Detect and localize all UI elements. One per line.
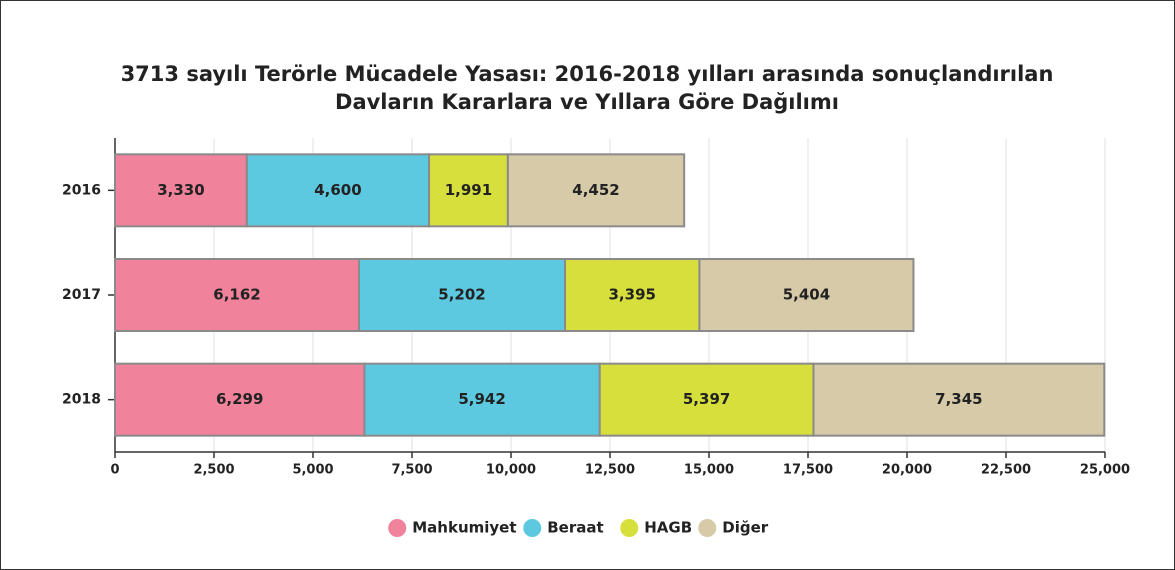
value-label: 4,452	[572, 181, 619, 199]
bar-segment	[358, 258, 567, 332]
value-label: 5,404	[783, 286, 830, 304]
value-label: 4,600	[314, 181, 361, 199]
x-tick-label: 10,000	[486, 463, 536, 478]
value-label: 3,395	[609, 286, 656, 304]
bar-segment	[564, 258, 701, 332]
legend-label: Beraat	[547, 519, 603, 537]
legend-label: HAGB	[644, 519, 692, 537]
value-label: 5,942	[458, 390, 505, 408]
bar-segment	[114, 153, 248, 228]
y-tick-label: 2017	[62, 287, 101, 303]
bar-segment	[812, 362, 1106, 437]
x-tick-label: 2,500	[193, 463, 234, 478]
x-tick-label: 20,000	[882, 463, 932, 478]
bar-segment	[114, 258, 361, 332]
bar-segment	[363, 362, 601, 437]
x-tick-label: 17,500	[783, 463, 833, 478]
x-tick-label: 22,500	[981, 463, 1031, 478]
y-tick-label: 2018	[62, 392, 101, 408]
legend-swatch	[523, 519, 542, 537]
legend-swatch	[388, 519, 407, 537]
value-label: 5,397	[683, 390, 730, 408]
legend-swatch	[698, 519, 717, 537]
bar-segment	[698, 258, 915, 332]
bar-segment	[506, 153, 686, 228]
x-tick-label: 5,000	[292, 463, 333, 478]
value-label: 3,330	[157, 181, 204, 199]
value-label: 1,991	[445, 181, 492, 199]
legend-label: Diğer	[722, 519, 769, 537]
legend-label: Mahkumiyet	[412, 519, 516, 537]
value-label: 6,299	[216, 390, 263, 408]
bar-segment	[245, 153, 431, 228]
x-tick-label: 7,500	[391, 463, 432, 478]
value-label: 5,202	[438, 286, 485, 304]
legend-swatch	[620, 519, 639, 537]
bar-segment	[598, 362, 815, 437]
x-tick-label: 15,000	[684, 463, 734, 478]
y-tick-label: 2016	[62, 182, 101, 198]
chart-title: Davların Kararlara ve Yıllara Göre Dağıl…	[335, 90, 839, 114]
x-tick-label: 12,500	[585, 463, 635, 478]
x-tick-label: 25,000	[1080, 463, 1130, 478]
value-label: 7,345	[935, 390, 982, 408]
bar-segment	[114, 362, 366, 437]
value-label: 6,162	[213, 286, 260, 304]
x-tick-label: 0	[110, 463, 119, 478]
bar-segment	[428, 153, 509, 228]
chart-title: 3713 sayılı Terörle Mücadele Yasası: 201…	[121, 62, 1054, 86]
